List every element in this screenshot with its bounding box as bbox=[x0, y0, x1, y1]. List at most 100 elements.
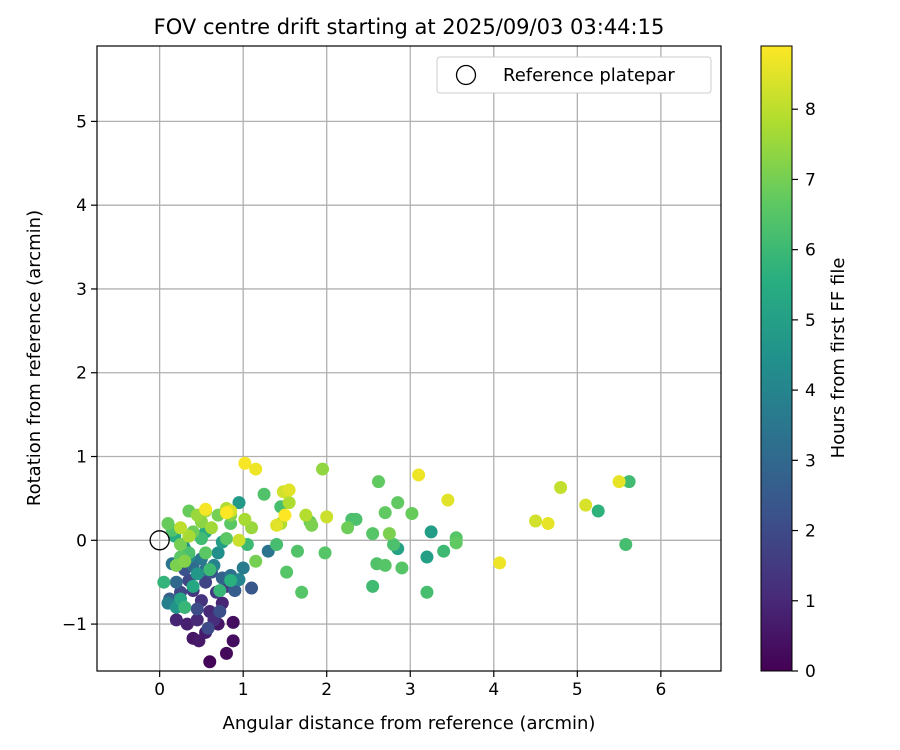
data-point bbox=[341, 521, 355, 535]
data-point bbox=[178, 600, 192, 614]
data-point bbox=[316, 462, 330, 476]
data-point bbox=[224, 574, 238, 588]
colorbar-tick-label: 7 bbox=[805, 170, 816, 190]
data-point bbox=[420, 585, 434, 599]
data-point bbox=[437, 544, 451, 558]
y-axis-ticks: −1 0 1 2 3 4 5 bbox=[62, 112, 97, 635]
data-point bbox=[622, 475, 636, 489]
data-point bbox=[174, 537, 188, 551]
chart-title: FOV centre drift starting at 2025/09/03 … bbox=[154, 15, 665, 39]
data-point bbox=[318, 546, 332, 560]
data-point bbox=[182, 529, 196, 543]
colorbar-label: Hours from first FF file bbox=[828, 258, 849, 459]
data-point bbox=[619, 537, 633, 551]
data-point bbox=[412, 468, 426, 482]
data-point bbox=[541, 517, 555, 531]
data-point bbox=[591, 504, 605, 518]
data-point bbox=[213, 584, 227, 598]
legend-reference-marker bbox=[455, 64, 477, 86]
data-point bbox=[280, 565, 294, 579]
data-point bbox=[157, 575, 171, 589]
y-tick-label: 2 bbox=[76, 364, 87, 384]
data-point bbox=[186, 579, 200, 593]
data-point bbox=[199, 502, 213, 516]
data-point bbox=[236, 561, 250, 575]
data-point bbox=[372, 475, 386, 489]
data-point bbox=[270, 518, 284, 532]
data-point bbox=[219, 532, 233, 546]
colorbar-tick-label: 1 bbox=[805, 592, 816, 612]
data-point bbox=[554, 481, 568, 495]
data-point bbox=[529, 514, 543, 528]
data-point bbox=[320, 510, 334, 524]
data-point bbox=[204, 521, 218, 535]
data-point bbox=[199, 546, 213, 560]
plot-frame bbox=[96, 45, 722, 672]
data-point bbox=[219, 506, 233, 520]
data-point bbox=[201, 621, 215, 635]
data-point bbox=[420, 550, 434, 564]
data-point bbox=[245, 581, 259, 595]
data-point bbox=[180, 617, 194, 631]
data-points bbox=[157, 456, 636, 669]
grid bbox=[97, 46, 721, 671]
legend-reference-label: Reference platepar bbox=[503, 65, 675, 86]
data-point bbox=[290, 544, 304, 558]
x-tick-label: 1 bbox=[238, 680, 249, 700]
data-point bbox=[228, 584, 242, 598]
data-point bbox=[278, 508, 292, 522]
y-tick-label: −1 bbox=[62, 615, 87, 635]
colorbar-tick-label: 5 bbox=[805, 311, 816, 331]
legend: Reference platepar bbox=[436, 56, 712, 94]
data-point bbox=[190, 613, 204, 627]
data-point bbox=[366, 527, 380, 541]
data-point bbox=[305, 518, 319, 532]
data-point bbox=[203, 563, 217, 577]
colorbar-tick-label: 2 bbox=[805, 522, 816, 542]
data-point bbox=[174, 521, 188, 535]
data-point bbox=[349, 512, 363, 526]
y-tick-label: 0 bbox=[76, 531, 87, 551]
data-point bbox=[249, 554, 263, 568]
colorbar-tick-label: 3 bbox=[805, 451, 816, 471]
legend-box bbox=[436, 56, 712, 94]
x-axis-ticks: 0 1 2 3 4 5 6 bbox=[154, 671, 666, 700]
data-point bbox=[232, 533, 246, 547]
data-point bbox=[169, 575, 183, 589]
x-tick-label: 2 bbox=[321, 680, 332, 700]
y-tick-label: 3 bbox=[76, 280, 87, 300]
data-point bbox=[282, 483, 296, 497]
reference-platepar-marker bbox=[149, 530, 170, 551]
data-point bbox=[366, 579, 380, 593]
data-point bbox=[387, 537, 401, 551]
data-point bbox=[391, 496, 405, 510]
x-tick-label: 3 bbox=[405, 680, 416, 700]
data-point bbox=[299, 508, 313, 522]
y-axis-label: Rotation from reference (arcmin) bbox=[24, 210, 45, 506]
x-tick-label: 6 bbox=[655, 680, 666, 700]
data-point bbox=[449, 536, 463, 550]
data-point bbox=[378, 506, 392, 520]
data-point bbox=[579, 498, 593, 512]
data-point bbox=[190, 567, 204, 581]
x-tick-label: 4 bbox=[488, 680, 499, 700]
data-point bbox=[424, 525, 438, 539]
colorbar-tick-label: 8 bbox=[805, 100, 816, 120]
data-point bbox=[257, 487, 271, 501]
data-point bbox=[282, 496, 296, 510]
data-point bbox=[395, 561, 409, 575]
colorbar-tick-label: 4 bbox=[805, 381, 816, 401]
data-point bbox=[405, 506, 419, 520]
data-point bbox=[238, 456, 252, 470]
data-point bbox=[219, 646, 233, 660]
x-axis-label: Angular distance from reference (arcmin) bbox=[223, 713, 596, 734]
data-point bbox=[612, 475, 626, 489]
data-point bbox=[295, 585, 309, 599]
y-tick-label: 5 bbox=[76, 112, 87, 132]
colorbar-tick-label: 0 bbox=[805, 662, 816, 682]
data-point bbox=[382, 527, 396, 541]
data-point bbox=[226, 634, 240, 648]
data-point bbox=[203, 655, 217, 669]
data-point bbox=[493, 556, 507, 570]
data-point bbox=[161, 517, 175, 531]
